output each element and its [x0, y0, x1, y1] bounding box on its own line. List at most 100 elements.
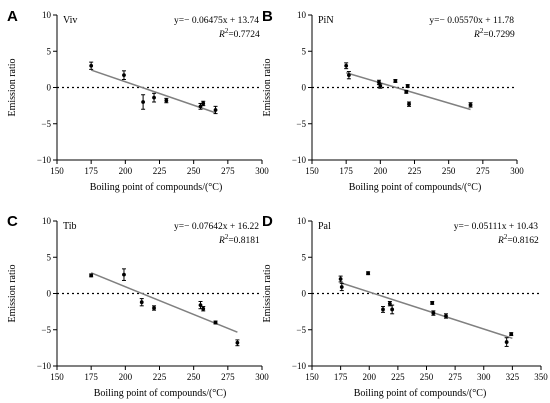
- data-point: [339, 285, 344, 289]
- data-point: [89, 273, 94, 278]
- data-point: [122, 73, 126, 78]
- x-tick-label: 300: [477, 372, 491, 382]
- data-point: [164, 98, 169, 103]
- data-point: [141, 100, 146, 104]
- data-point: [198, 104, 203, 109]
- x-tick-label: 250: [420, 372, 434, 382]
- r-squared: R2=0.8162: [497, 233, 539, 246]
- data-point: [381, 307, 385, 312]
- data-point: [405, 84, 410, 88]
- x-tick-label: 275: [221, 166, 235, 176]
- regression-equation: y=− 0.05570x + 11.78: [429, 16, 514, 26]
- panel-a: A 150 175 200 225 250 275 300 −10 −5 0 5 10 Viv y=− 0.…: [7, 8, 269, 193]
- y-tick-label: −10: [292, 361, 307, 371]
- y-axis-title: Emission ratio: [262, 58, 273, 116]
- series-label: Viv: [63, 15, 77, 26]
- data-point: [152, 95, 156, 100]
- y-tick-label: 10: [297, 10, 307, 20]
- y-tick-label: 0: [47, 289, 52, 299]
- x-tick-label: 175: [84, 166, 98, 176]
- y-tick-label: 0: [302, 83, 307, 93]
- data-point: [152, 306, 156, 310]
- data-point: [213, 108, 218, 112]
- r-squared: R2=0.7299: [473, 27, 515, 40]
- regression-line: [90, 272, 238, 333]
- y-tick-label: −10: [37, 155, 52, 165]
- data-point: [201, 306, 206, 311]
- x-tick-label: 250: [187, 166, 201, 176]
- panel-letter: D: [262, 213, 273, 230]
- x-tick-label: 250: [442, 166, 456, 176]
- data-point: [201, 101, 206, 106]
- x-tick-label: 200: [119, 372, 133, 382]
- data-point: [404, 89, 409, 94]
- data-point: [347, 73, 351, 78]
- data-point: [431, 311, 436, 315]
- y-tick-label: −5: [296, 325, 306, 335]
- x-tick-label: 200: [119, 166, 133, 176]
- data-point: [393, 79, 398, 83]
- panel-letter: A: [7, 8, 18, 25]
- x-tick-label: 150: [50, 372, 64, 382]
- x-tick-label: 250: [187, 372, 201, 382]
- x-tick-label: 200: [374, 166, 388, 176]
- x-tick-label: 325: [506, 372, 520, 382]
- regression-equation: y=− 0.07642x + 16.22: [174, 222, 259, 232]
- panel-d: D 150 175 200 225 250 275 300 325 350 −10 −5 0 5 10 Pal…: [262, 213, 548, 399]
- x-tick-label: 225: [153, 372, 167, 382]
- x-tick-label: 200: [363, 372, 377, 382]
- data-point: [387, 301, 392, 306]
- x-tick-label: 150: [305, 372, 319, 382]
- regression-line: [345, 72, 471, 111]
- panel-b: B 150 175 200 225 250 275 300 −10 −5 0 5 10 PiN y=− 0.…: [262, 8, 524, 176]
- y-tick-label: 5: [47, 252, 52, 262]
- regression-equation: y=− 0.05111x + 10.43: [454, 222, 538, 232]
- regression-equation: y=− 0.06475x + 13.74: [174, 16, 259, 26]
- y-tick-label: 5: [302, 252, 307, 262]
- data-point: [89, 63, 94, 68]
- x-axis-title: Boiling point of compounds/(°C): [94, 388, 227, 399]
- x-tick-label: 225: [153, 166, 167, 176]
- panel-c: C 150 175 200 225 250 275 300 −10 −5 0 5 10 Tib y=− 0.…: [7, 213, 269, 399]
- y-tick-label: −10: [37, 361, 52, 371]
- x-tick-label: 150: [305, 166, 319, 176]
- x-axis-title: Boiling point of compounds/(°C): [354, 388, 487, 399]
- x-tick-label: 225: [391, 372, 405, 382]
- y-tick-label: 10: [297, 216, 307, 226]
- x-axis-title: Boiling point of compounds/(°C): [349, 182, 482, 193]
- r-squared: R2=0.8181: [218, 233, 260, 246]
- y-tick-label: −5: [41, 119, 51, 129]
- y-tick-label: 0: [47, 83, 52, 93]
- x-tick-label: 275: [476, 166, 490, 176]
- y-tick-label: −5: [296, 119, 306, 129]
- y-tick-label: −5: [41, 325, 51, 335]
- data-point: [444, 314, 448, 318]
- y-tick-label: 10: [42, 10, 52, 20]
- x-tick-label: 225: [408, 166, 422, 176]
- series-label: Tib: [63, 221, 77, 232]
- x-tick-label: 150: [50, 166, 64, 176]
- y-tick-label: 10: [42, 216, 52, 226]
- series-label: Pal: [318, 221, 331, 232]
- data-point: [390, 307, 395, 312]
- data-point: [468, 103, 473, 107]
- x-tick-label: 175: [339, 166, 353, 176]
- series-label: PiN: [318, 15, 334, 26]
- x-tick-label: 175: [84, 372, 98, 382]
- regression-line: [90, 69, 216, 114]
- x-tick-label: 175: [334, 372, 348, 382]
- x-axis-title: Boiling point of compounds/(°C): [90, 182, 223, 193]
- data-point: [509, 332, 514, 336]
- data-point: [378, 84, 383, 88]
- x-tick-label: 300: [510, 166, 524, 176]
- y-axis-title: Emission ratio: [7, 58, 18, 116]
- y-axis-title: Emission ratio: [7, 264, 18, 322]
- data-point: [213, 320, 218, 325]
- x-tick-label: 350: [534, 372, 548, 382]
- data-point: [139, 300, 144, 305]
- x-tick-label: 300: [255, 372, 269, 382]
- y-tick-label: 5: [302, 46, 307, 56]
- data-point: [504, 340, 509, 344]
- data-point: [235, 340, 240, 345]
